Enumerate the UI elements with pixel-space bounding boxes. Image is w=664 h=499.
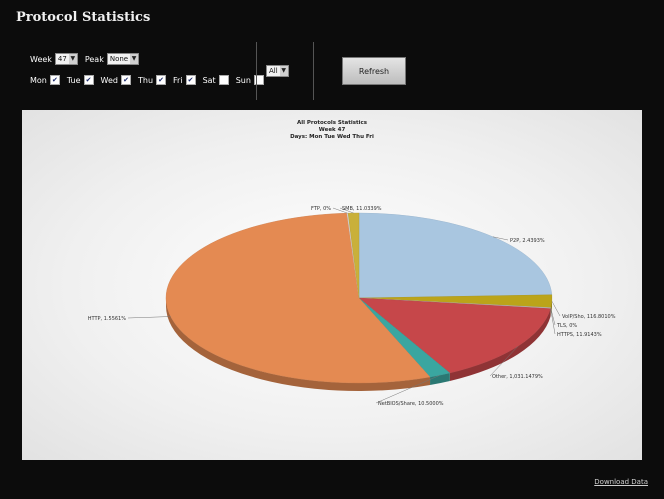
day-label-tue: Tue <box>66 75 81 85</box>
day-checkbox-sun[interactable]: ✔ <box>253 75 264 85</box>
slice-label: TLS, 0% <box>556 323 577 329</box>
chart-title-block: All Protocols Statistics Week 47 Days: M… <box>22 120 642 141</box>
slice-label: NetBIOS/Share, 10.5000% <box>378 401 444 407</box>
slice-label: HTTP, 1.5561% <box>88 316 126 322</box>
leader-line <box>375 374 441 404</box>
protocol-select[interactable]: All ▼ <box>266 65 289 77</box>
pie-chart: P2P, 2.4393% VoIP/Sho, 116.8010% TLS, 0% HT… <box>88 206 616 407</box>
chart-subtitle-days: Days: Mon Tue Wed Thu Fri <box>290 134 374 140</box>
leader-line <box>127 316 171 319</box>
slice-label: SMB, 11.0339% <box>342 206 382 212</box>
chart-panel: All Protocols Statistics Week 47 Days: M… <box>22 110 642 460</box>
chevron-down-icon: ▼ <box>130 54 139 64</box>
day-label-sun: Sun <box>235 75 251 85</box>
day-label-mon: Mon <box>30 75 47 85</box>
chevron-down-icon: ▼ <box>279 66 288 76</box>
slice-label: FTP, 0% <box>311 206 331 212</box>
pie-slice[interactable] <box>358 212 553 299</box>
leader-line <box>332 207 348 214</box>
days-row: Mon✔Tue✔Wed✔Thu✔Fri✔Sat✔Sun✔ <box>30 75 268 85</box>
day-checkbox-wed[interactable]: ✔ <box>121 75 131 85</box>
week-label: Week <box>30 54 52 64</box>
pie-slice[interactable] <box>358 297 551 374</box>
peak-label: Peak <box>84 54 104 64</box>
day-checkbox-mon[interactable]: ✔ <box>49 75 60 85</box>
day-checkbox-tue[interactable]: ✔ <box>83 75 94 85</box>
day-checkbox-thu[interactable]: ✔ <box>156 75 167 85</box>
day-label-sat: Sat <box>202 75 216 85</box>
leader-line <box>339 207 354 214</box>
divider <box>313 42 314 100</box>
pie-slice-side <box>449 308 551 381</box>
leader-line <box>492 236 509 241</box>
week-select[interactable]: 47 ▼ <box>54 53 78 65</box>
protocol-value: All <box>269 67 278 75</box>
week-peak-row: Week 47 ▼ Peak None ▼ <box>30 53 140 65</box>
leader-line <box>550 307 556 326</box>
chevron-down-icon: ▼ <box>68 54 77 64</box>
divider <box>256 42 257 100</box>
filter-controls: Week 47 ▼ Peak None ▼ Mon ✔ Tue ✔ Wed ✔ Thu ✔ Fr… <box>0 0 664 110</box>
refresh-button[interactable]: Refresh <box>342 57 406 85</box>
pie-slice-side <box>430 372 450 386</box>
slice-label: VoIP/Sho, 116.8010% <box>562 314 616 320</box>
peak-select[interactable]: None ▼ <box>106 53 140 65</box>
pie-slice-side <box>166 298 431 391</box>
leader-line <box>550 308 556 335</box>
chart-title: All Protocols Statistics <box>296 120 368 126</box>
leader-line <box>489 346 519 377</box>
peak-value: None <box>109 55 129 63</box>
slice-label: P2P, 2.4393% <box>510 238 545 244</box>
download-data-link[interactable]: Download Data <box>594 478 648 486</box>
leader-line <box>551 301 561 317</box>
day-label-thu: Thu <box>138 75 154 85</box>
day-label-fri: Fri <box>173 75 183 85</box>
week-value: 47 <box>57 55 67 63</box>
day-checkbox-sat[interactable]: ✔ <box>218 75 229 85</box>
day-label-wed: Wed <box>100 75 118 85</box>
chart-subtitle-week: Week 47 <box>318 127 346 133</box>
slice-label: Other, 1,031.1479% <box>492 374 543 380</box>
day-checkbox-fri[interactable]: ✔ <box>185 75 196 85</box>
pie-slice[interactable] <box>347 212 360 299</box>
page-title: Protocol Statistics <box>16 10 151 25</box>
slice-label: HTTPS, 11.9143% <box>557 332 602 338</box>
